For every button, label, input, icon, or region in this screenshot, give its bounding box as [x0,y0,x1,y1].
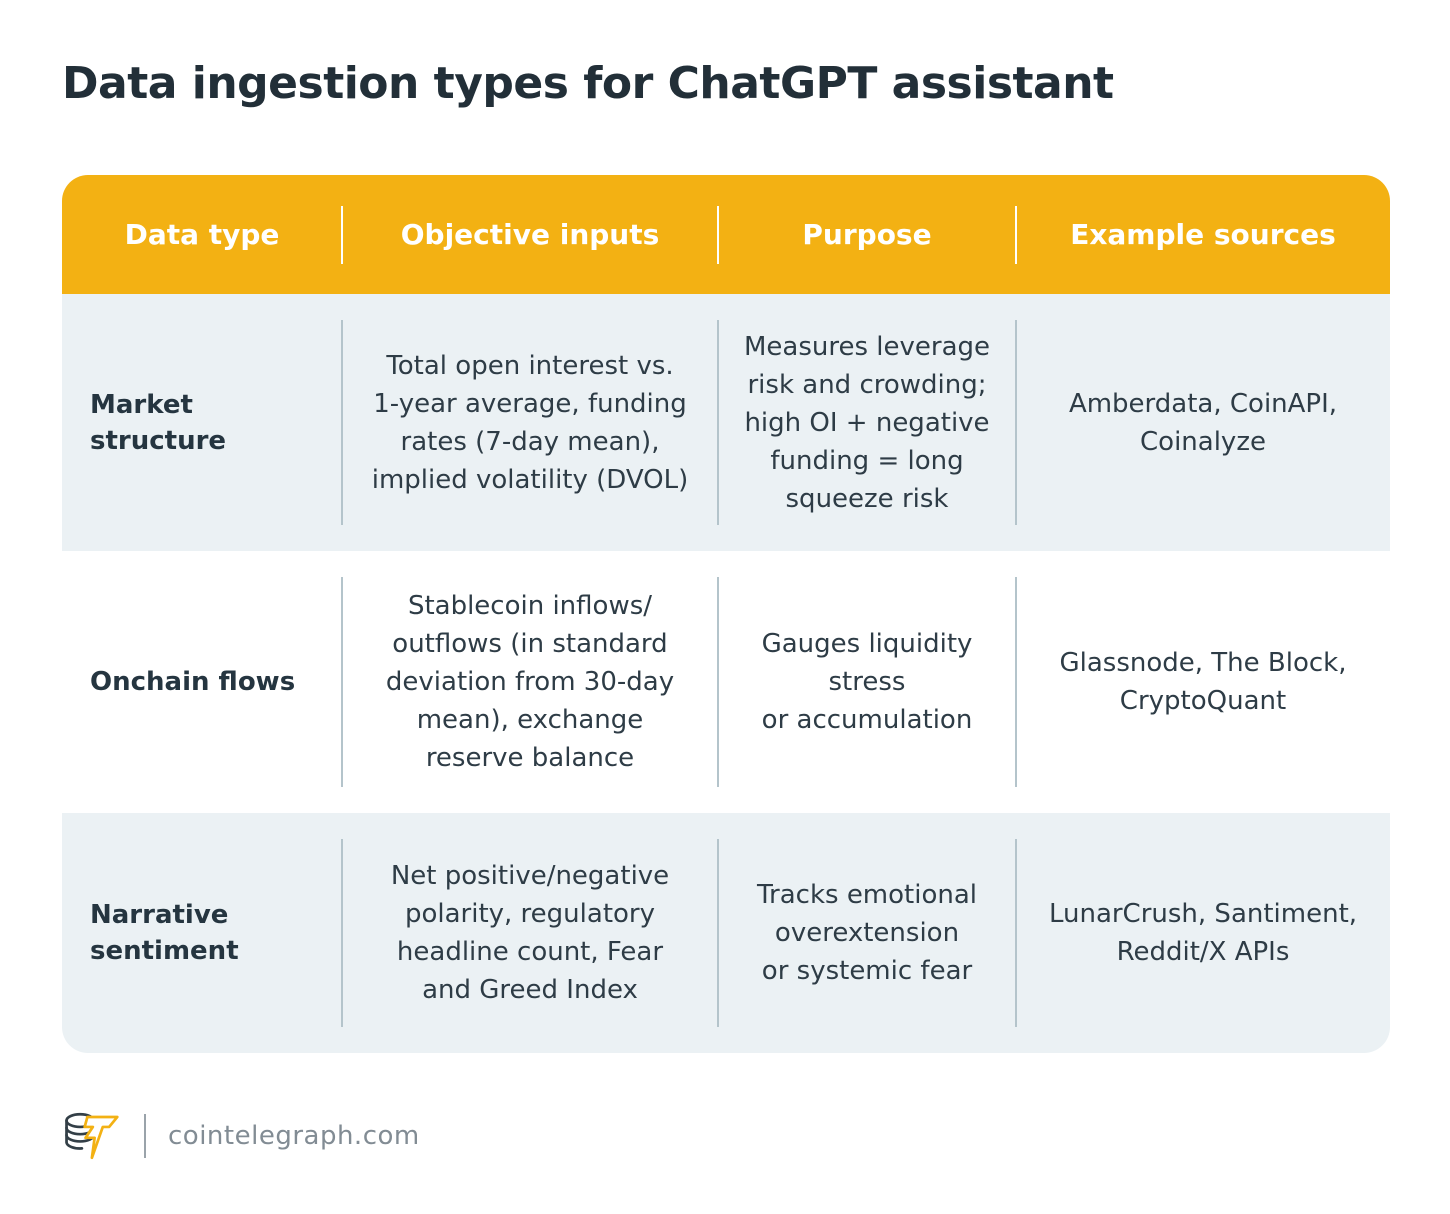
cell-data-type: Narrative sentiment [90,900,239,966]
cell-example-sources: Glassnode, The Block, CryptoQuant [1015,551,1390,813]
cell-objective-inputs: Net positive/negative polarity, regulato… [341,813,718,1053]
cell-objective-inputs: Stablecoin inflows/ outflows (in standar… [341,551,718,813]
cell-purpose: Gauges liquidity stress or accumulation [717,551,1016,813]
header-cell-objective-inputs: Objective inputs [341,175,718,294]
table-row-market-structure: Market structure Total open interest vs.… [62,294,1390,551]
cell-objective-inputs: Total open interest vs. 1-year average, … [341,294,718,551]
footer-divider [144,1114,146,1158]
cell-example-sources: Amberdata, CoinAPI, Coinalyze [1015,294,1390,551]
cell-example-sources: LunarCrush, Santiment, Reddit/X APIs [1015,813,1390,1053]
table-row-onchain-flows: Onchain flows Stablecoin inflows/ outflo… [62,551,1390,813]
table-row-narrative-sentiment: Narrative sentiment Net positive/negativ… [62,813,1390,1053]
cointelegraph-logo-icon [65,1112,119,1160]
header-cell-example-sources: Example sources [1015,175,1390,294]
cell-purpose: Measures leverage risk and crowding; hig… [717,294,1016,551]
page-title: Data ingestion types for ChatGPT assista… [62,58,1114,109]
header-cell-purpose: Purpose [717,175,1016,294]
cell-purpose: Tracks emotional overextension or system… [717,813,1016,1053]
header-cell-data-type: Data type [124,218,280,251]
table-header-row: Data type Objective inputs Purpose Examp… [62,175,1390,294]
footer-site-url: cointelegraph.com [168,1121,420,1151]
data-ingestion-table: Data type Objective inputs Purpose Examp… [62,175,1390,1053]
cell-data-type: Market structure [90,389,227,456]
cell-data-type: Onchain flows [90,667,296,697]
footer: cointelegraph.com [62,1108,420,1164]
